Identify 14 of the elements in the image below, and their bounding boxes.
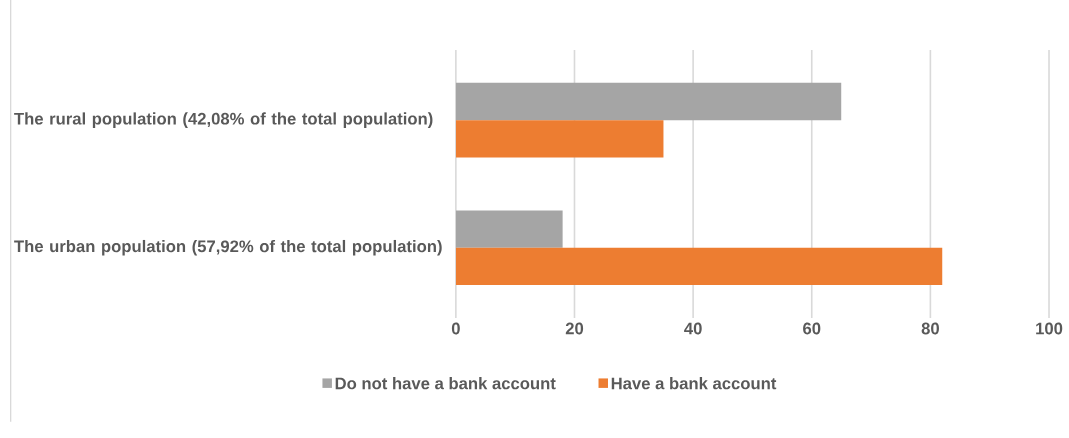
bar [455,120,664,158]
legend-label: Have a bank account [611,377,777,390]
x-tick-label: 0 [451,322,460,335]
legend-label: Do not have a bank account [335,377,556,390]
x-tick-label: 100 [1036,322,1063,335]
bar [455,247,943,286]
bar [455,210,563,248]
y-tick-label: The rural population (42,08% of the total population) [14,112,433,128]
x-tick-label: 20 [565,322,584,335]
x-tick-label: 80 [921,322,939,335]
x-tick-label: 60 [803,322,821,335]
bar [455,82,842,121]
x-tick-label: 40 [684,322,702,335]
y-tick-label: The urban population (57,92% of the total population) [14,240,442,256]
